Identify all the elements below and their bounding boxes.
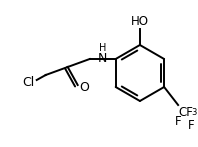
- Text: F: F: [175, 115, 182, 128]
- Text: O: O: [80, 81, 89, 93]
- Text: F: F: [188, 119, 195, 132]
- Text: H: H: [99, 43, 106, 53]
- Text: CF: CF: [178, 106, 193, 119]
- Text: N: N: [98, 51, 107, 65]
- Text: Cl: Cl: [23, 76, 35, 88]
- Text: HO: HO: [131, 15, 149, 28]
- Text: 3: 3: [191, 108, 196, 117]
